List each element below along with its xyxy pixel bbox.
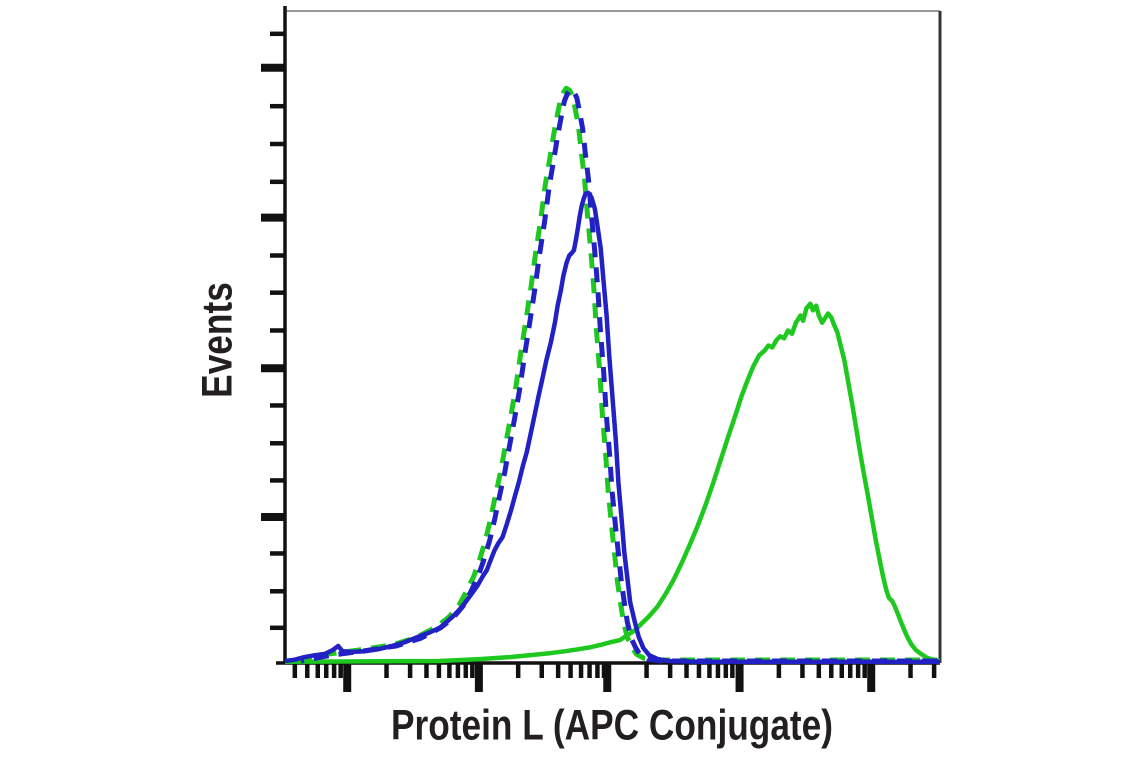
y-axis-label: Events bbox=[193, 282, 242, 398]
curve-dashed-blue-histogram bbox=[300, 86, 941, 664]
curve-solid-blue-histogram bbox=[284, 190, 940, 664]
x-axis-label: Protein L (APC Conjugate) bbox=[390, 701, 834, 750]
curve-dashed-green-histogram bbox=[296, 85, 937, 663]
curve-solid-green-histogram bbox=[284, 301, 941, 664]
